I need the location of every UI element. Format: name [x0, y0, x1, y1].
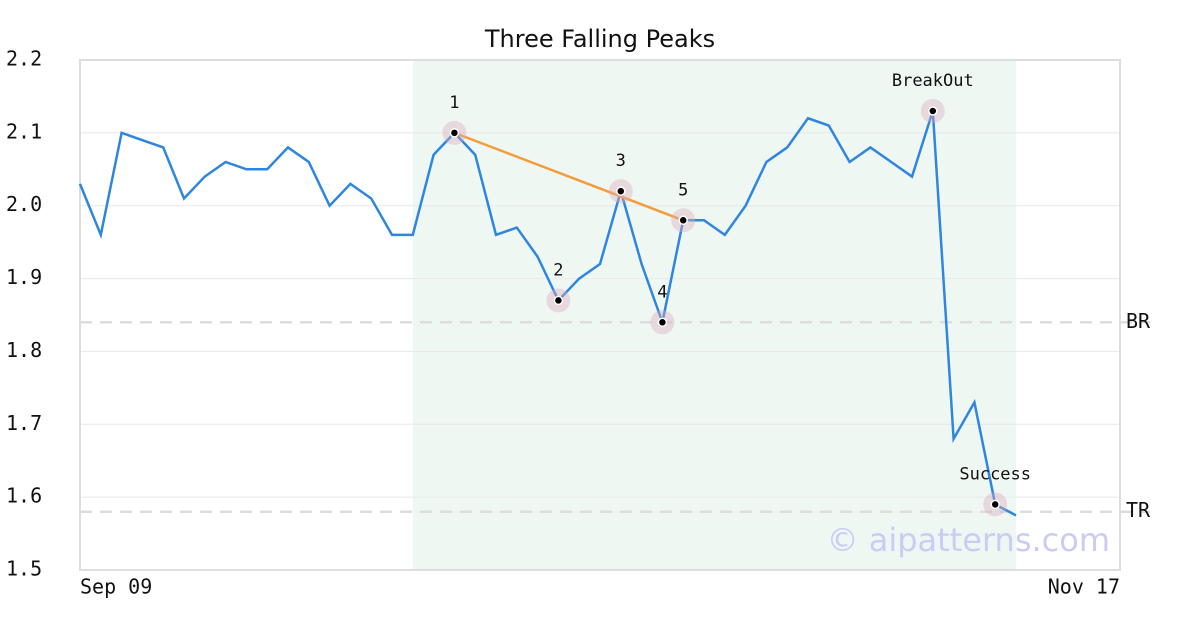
point-marker	[928, 106, 938, 116]
annotation-label: 3	[616, 151, 626, 171]
watermark: © aipatterns.com	[827, 521, 1110, 559]
chart-title: Three Falling Peaks	[484, 25, 715, 53]
annotation-label: BreakOut	[892, 71, 974, 91]
annotation-label: 5	[678, 180, 688, 200]
y-tick-label: 1.6	[6, 484, 42, 508]
y-tick-label: 2.2	[6, 47, 42, 71]
y-tick-label: 1.9	[6, 265, 42, 289]
point-marker	[657, 317, 668, 328]
annotation-label: 2	[553, 260, 563, 280]
price-line	[78, 110, 1017, 517]
y-tick-label: 2.1	[6, 119, 42, 143]
trend-line	[453, 131, 684, 222]
y-tick-label: 1.7	[6, 411, 42, 435]
point-marker	[678, 215, 688, 226]
y-tick-label: 1.8	[6, 338, 42, 362]
x-tick-label: Nov 17	[1048, 575, 1120, 599]
x-tick-label: Sep 09	[80, 575, 152, 599]
y-tick-label: 2.0	[6, 192, 42, 216]
highlight-region	[412, 60, 1016, 570]
point-marker	[553, 295, 564, 306]
level-label: BR	[1126, 309, 1151, 333]
annotation-label: 1	[449, 93, 459, 113]
point-marker	[990, 499, 1000, 510]
point-marker	[449, 128, 460, 138]
annotation-label: 4	[657, 282, 667, 302]
level-label: TR	[1126, 498, 1151, 522]
y-tick-label: 1.5	[6, 557, 42, 581]
annotation-label: Success	[959, 464, 1031, 484]
plot-frame	[79, 59, 1121, 571]
point-marker	[616, 186, 626, 196]
